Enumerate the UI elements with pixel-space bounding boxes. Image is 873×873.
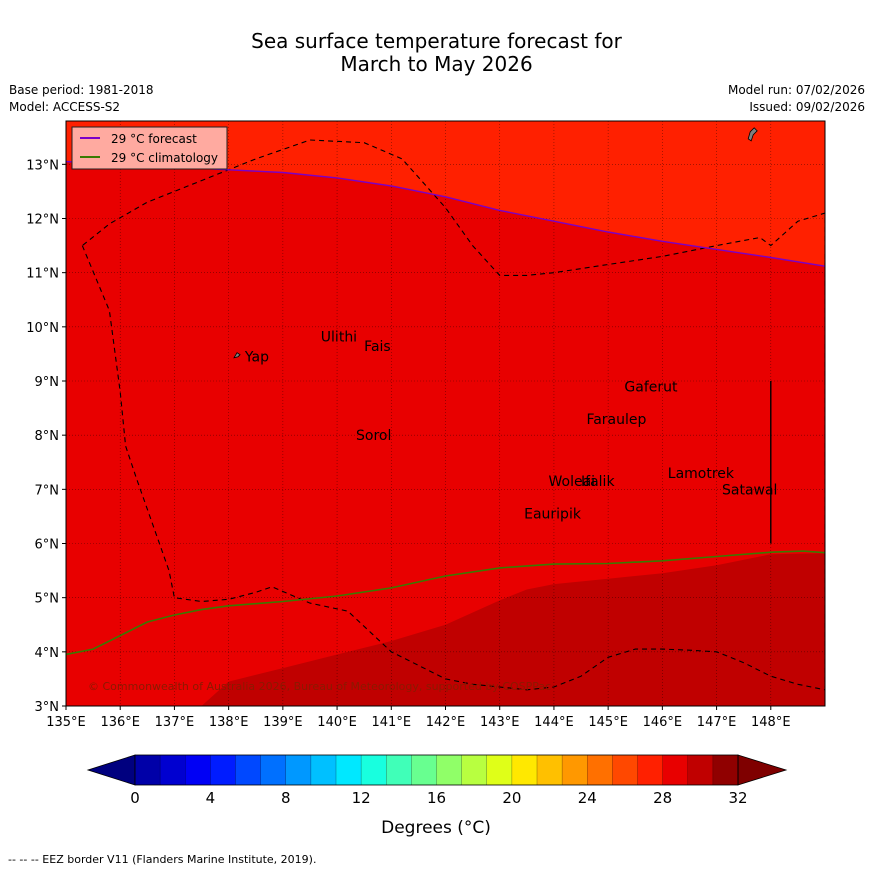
issued-date: Issued: 09/02/2026 (749, 100, 865, 114)
copyright-note: © Commonwealth of Australia 2026, Bureau… (88, 680, 551, 693)
climatology-29c-line (66, 550, 825, 656)
place-label-sorol: Sorol (356, 428, 391, 444)
colorbar-swatch (411, 755, 437, 785)
colorbar-frame (134, 754, 739, 786)
colorbar-swatch (210, 755, 236, 785)
place-label-ulithi: Ulithi (321, 330, 357, 346)
x-tick-label: 146°E (643, 715, 683, 730)
x-tick-label: 140°E (317, 715, 357, 730)
place-label-faraulep: Faraulep (586, 412, 646, 428)
y-tick-label: 3°N (35, 700, 60, 715)
colorbar-swatch (612, 755, 638, 785)
field-31-32 (201, 553, 825, 706)
y-tick-label: 5°N (35, 592, 60, 607)
x-tick-label: 142°E (426, 715, 466, 730)
place-label-ifalik: Ifalik (581, 474, 615, 490)
place-label-gaferut: Gaferut (624, 379, 678, 395)
colorbar-swatch (486, 755, 513, 785)
model-run: Model run: 07/02/2026 (727, 83, 865, 97)
eez-footnote: -- -- -- EEZ border V11 (Flanders Marine… (8, 853, 317, 866)
colorbar: 0 4 8 12 16 20 24 28 32 (86, 754, 788, 807)
legend-box: 29 °C forecast 29 °C climatology (71, 126, 228, 170)
colorbar-tick-label: 16 (427, 789, 446, 807)
colorbar-tick-label: 24 (578, 789, 597, 807)
x-tick-label: 138°E (209, 715, 249, 730)
colorbar-swatch (260, 755, 287, 785)
colorbar-swatch (587, 755, 613, 785)
colorbar-high-arrow (737, 754, 788, 786)
colorbar-swatch (185, 755, 211, 785)
legend-climatology-label: 29 °C climatology (111, 151, 218, 165)
colorbar-swatch (135, 755, 161, 785)
y-tick-label: 12°N (26, 213, 59, 228)
y-tick-label: 7°N (35, 483, 60, 498)
y-tick-label: 6°N (35, 538, 60, 553)
colorbar-swatch (562, 755, 588, 785)
colorbar-swatch (511, 755, 538, 785)
colorbar-swatch (461, 755, 488, 785)
place-label-eauripik: Eauripik (524, 507, 582, 523)
x-tick-label: 136°E (100, 715, 140, 730)
colorbar-swatch (537, 755, 563, 785)
colorbar-tick-label: 20 (502, 789, 521, 807)
colorbar-swatch (160, 755, 186, 785)
colorbar-tick-label: 8 (281, 789, 291, 807)
colorbar-low-arrow (86, 754, 136, 786)
colorbar-swatch (310, 755, 337, 785)
place-label-satawal: Satawal (722, 482, 777, 498)
place-label-lamotrek: Lamotrek (668, 466, 735, 482)
colorbar-label: Degrees (°C) (381, 818, 491, 838)
x-tick-label: 145°E (588, 715, 628, 730)
base-period: Base period: 1981-2018 (9, 83, 154, 97)
y-tick-label: 10°N (26, 321, 59, 336)
place-label-woleai: Woleai (549, 474, 596, 490)
x-tick-label: 148°E (751, 715, 791, 730)
colorbar-swatch (386, 755, 412, 785)
x-tick-label: 141°E (372, 715, 412, 730)
eez-border-line (81, 139, 825, 691)
y-tick-label: 8°N (35, 429, 60, 444)
colorbar-tick-label: 28 (653, 789, 672, 807)
colorbar-swatch (662, 755, 689, 785)
colorbar-tick-label: 32 (728, 789, 747, 807)
x-tick-label: 137°E (155, 715, 195, 730)
x-tick-label: 143°E (480, 715, 520, 730)
colorbar-swatch (361, 755, 387, 785)
colorbar-swatch (687, 755, 714, 785)
y-tick-label: 4°N (35, 646, 60, 661)
colorbar-swatch (436, 755, 463, 785)
y-tick-label: 13°N (26, 158, 59, 173)
guam-island-shape (747, 127, 758, 142)
chart-title-line-2: March to May 2026 (340, 52, 533, 76)
x-tick-label: 147°E (697, 715, 737, 730)
colorbar-swatch (637, 755, 664, 785)
colorbar-tick-label: 12 (352, 789, 371, 807)
colorbar-tick-label: 0 (130, 789, 140, 807)
model-name: Model: ACCESS-S2 (9, 100, 121, 114)
colorbar-swatch (285, 755, 312, 785)
y-tick-label: 9°N (35, 375, 60, 390)
y-tick-label: 11°N (26, 267, 59, 282)
x-tick-label: 144°E (534, 715, 574, 730)
colorbar-swatch (336, 755, 362, 785)
legend-forecast-label: 29 °C forecast (111, 132, 197, 146)
chart-title-line-1: Sea surface temperature forecast for (251, 29, 622, 53)
place-label-yap: Yap (244, 350, 269, 366)
colorbar-swatch (712, 755, 739, 785)
place-label-fais: Fais (364, 339, 391, 355)
x-tick-label: 135°E (46, 715, 86, 730)
yap-island-shape (233, 352, 241, 359)
colorbar-tick-label: 4 (206, 789, 216, 807)
x-tick-label: 139°E (263, 715, 303, 730)
colorbar-swatch (235, 755, 262, 785)
